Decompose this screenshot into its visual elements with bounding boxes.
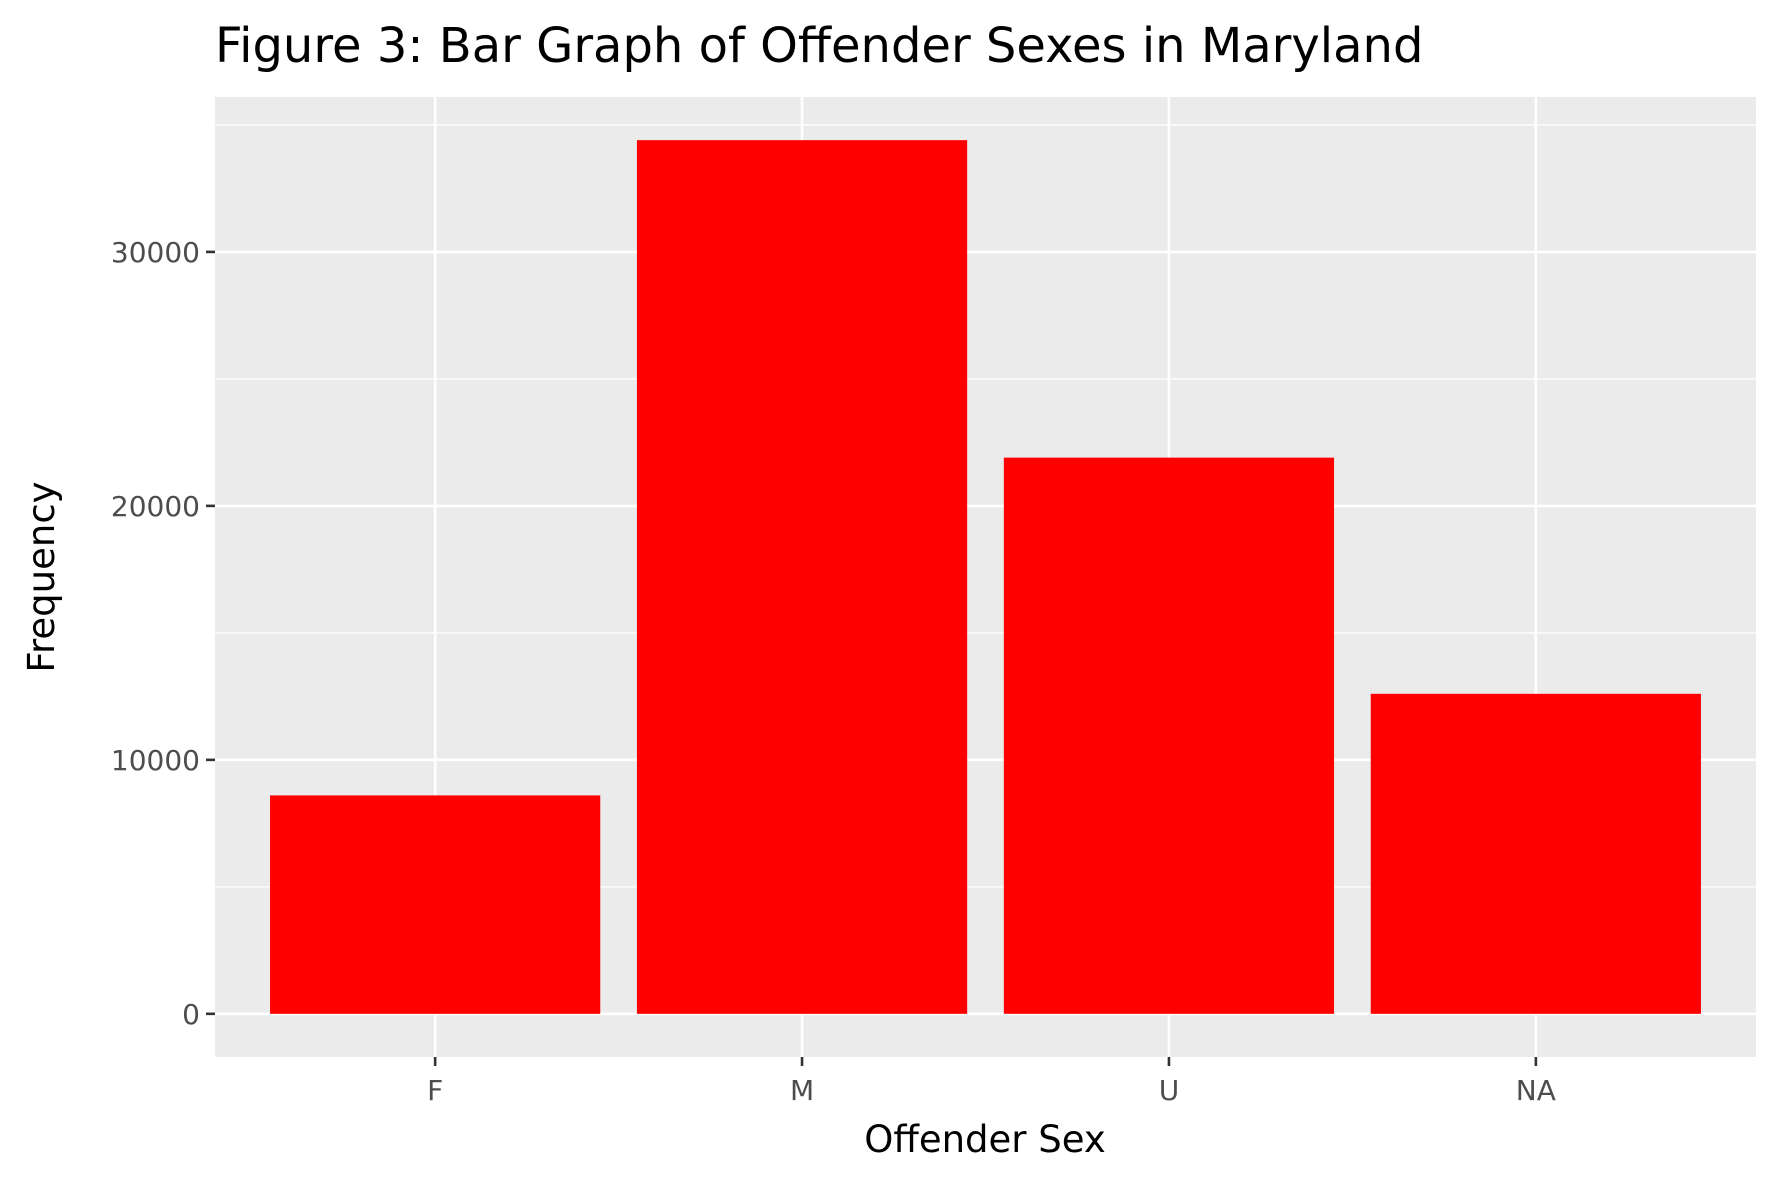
x-tick-label: U xyxy=(1159,1074,1180,1107)
bars xyxy=(270,140,1701,1014)
x-axis-title: Offender Sex xyxy=(864,1118,1106,1161)
y-tick-label: 30000 xyxy=(111,236,200,269)
bar-f xyxy=(270,795,601,1014)
chart-title: Figure 3: Bar Graph of Offender Sexes in… xyxy=(215,18,1423,74)
x-axis: F M U NA xyxy=(427,1057,1556,1107)
y-tick-label: 0 xyxy=(182,998,200,1031)
bar-na xyxy=(1370,693,1701,1014)
y-tick-label: 20000 xyxy=(111,490,200,523)
x-tick-label: F xyxy=(427,1074,443,1107)
bar-u xyxy=(1003,457,1335,1014)
y-axis: 0 10000 20000 30000 xyxy=(111,236,215,1031)
x-tick-label: M xyxy=(790,1074,814,1107)
x-tick-label: NA xyxy=(1516,1074,1556,1107)
bar-m xyxy=(636,140,968,1014)
y-axis-title: Frequency xyxy=(20,481,63,672)
y-tick-label: 10000 xyxy=(111,744,200,777)
